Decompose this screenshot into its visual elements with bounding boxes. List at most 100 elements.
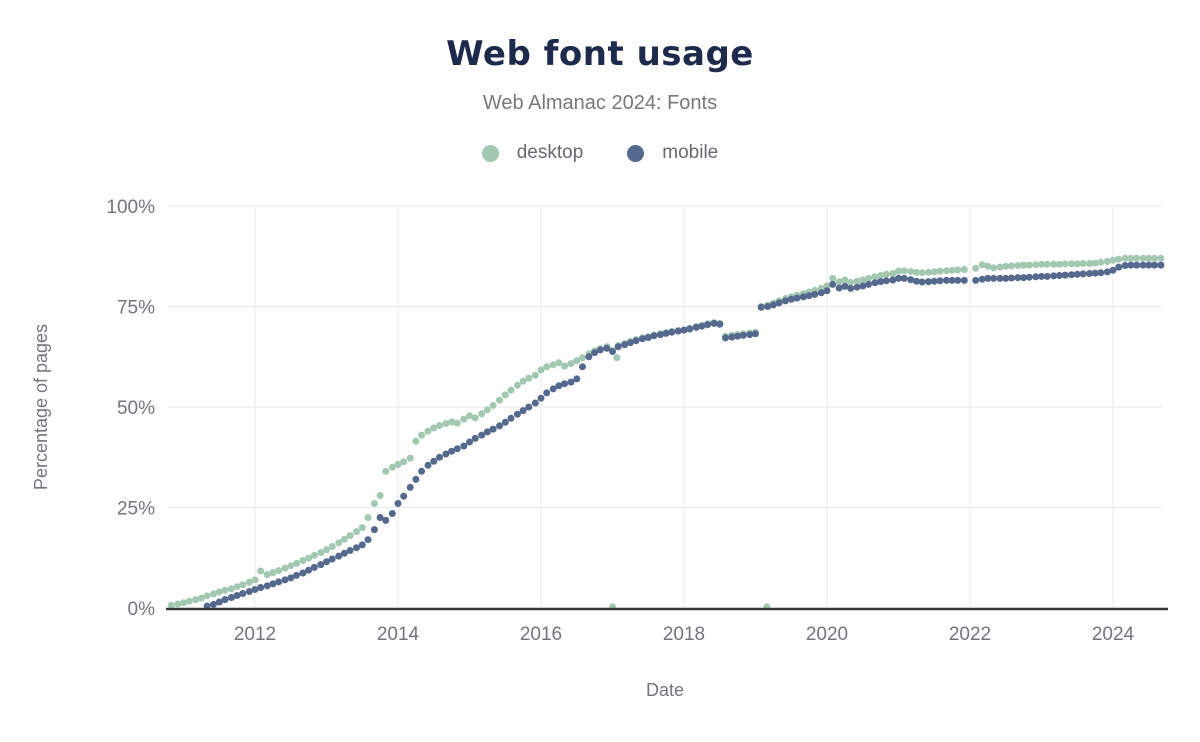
data-point-desktop xyxy=(1068,260,1075,268)
data-point-desktop xyxy=(835,278,843,286)
data-point-mobile xyxy=(233,592,241,599)
data-point-mobile xyxy=(936,277,944,285)
data-point-desktop xyxy=(287,562,295,570)
data-point-desktop xyxy=(1032,261,1040,269)
data-point-desktop xyxy=(1109,256,1117,264)
data-point-mobile xyxy=(436,453,443,461)
data-point-desktop xyxy=(489,401,497,409)
data-point-desktop xyxy=(263,571,271,579)
x-tick-label: 2012 xyxy=(234,624,276,645)
data-point-desktop xyxy=(353,528,360,536)
data-point-desktop xyxy=(215,588,223,596)
data-point-desktop xyxy=(537,366,545,374)
data-point-desktop xyxy=(930,268,938,276)
data-point-mobile xyxy=(281,576,289,584)
data-point-desktop xyxy=(1139,254,1147,262)
data-point-mobile xyxy=(1133,261,1141,269)
data-point-desktop xyxy=(1079,260,1087,267)
data-point-mobile xyxy=(728,333,736,341)
data-point-mobile xyxy=(698,322,706,330)
data-point-mobile xyxy=(567,378,575,386)
data-point-desktop xyxy=(573,357,581,365)
data-point-desktop xyxy=(340,535,348,543)
data-point-mobile xyxy=(394,500,402,507)
data-point-mobile xyxy=(358,541,366,549)
data-point-desktop xyxy=(1115,255,1123,263)
data-point-desktop xyxy=(865,274,872,282)
data-point-mobile xyxy=(793,294,801,302)
data-point-mobile xyxy=(835,284,843,292)
data-point-desktop xyxy=(501,391,509,399)
data-point-mobile xyxy=(1050,272,1058,280)
data-point-mobile xyxy=(227,594,235,601)
data-point-mobile xyxy=(823,287,831,295)
data-point-mobile xyxy=(889,276,897,284)
data-point-mobile xyxy=(293,571,300,579)
data-point-mobile xyxy=(215,598,223,606)
data-point-mobile xyxy=(674,327,682,335)
data-point-mobile xyxy=(632,337,640,345)
data-point-mobile xyxy=(328,555,336,563)
data-point-mobile xyxy=(471,434,479,442)
data-point-desktop xyxy=(210,590,217,598)
data-point-mobile xyxy=(596,346,604,354)
data-point-desktop xyxy=(203,592,211,600)
legend-label-desktop: desktop xyxy=(516,142,584,163)
data-point-mobile xyxy=(263,582,271,590)
data-point-desktop xyxy=(442,420,450,427)
data-point-mobile xyxy=(257,584,265,591)
data-point-mobile xyxy=(400,492,408,500)
data-point-desktop xyxy=(1103,258,1111,265)
data-point-mobile xyxy=(251,586,259,593)
data-point-mobile xyxy=(996,274,1004,282)
data-point-mobile xyxy=(1014,274,1022,282)
data-point-mobile xyxy=(918,278,926,286)
data-point-mobile xyxy=(668,328,676,336)
data-point-mobile xyxy=(877,278,885,286)
data-point-mobile xyxy=(579,363,586,371)
data-point-mobile xyxy=(317,561,325,569)
data-point-desktop xyxy=(233,583,241,591)
data-point-mobile xyxy=(787,295,795,303)
data-point-mobile xyxy=(900,274,908,282)
data-point-desktop xyxy=(882,270,890,278)
data-point-desktop xyxy=(990,264,998,272)
data-point-desktop xyxy=(853,277,861,285)
data-point-desktop xyxy=(841,276,849,284)
data-point-mobile xyxy=(1127,261,1135,269)
data-point-desktop xyxy=(1055,260,1063,268)
data-point-desktop xyxy=(370,500,378,507)
data-point-mobile xyxy=(990,274,998,282)
data-point-desktop xyxy=(954,266,962,274)
data-point-mobile xyxy=(239,590,247,597)
x-axis-title: Date xyxy=(646,680,684,700)
data-point-mobile xyxy=(269,580,277,588)
data-point-desktop xyxy=(364,514,372,521)
data-point-mobile xyxy=(871,279,879,287)
data-point-mobile xyxy=(841,282,849,290)
data-point-desktop xyxy=(912,268,920,276)
data-point-desktop xyxy=(984,262,992,270)
data-point-desktop xyxy=(1043,260,1051,268)
data-point-mobile xyxy=(912,277,920,285)
data-point-desktop xyxy=(1008,262,1015,270)
data-point-desktop xyxy=(1025,261,1033,269)
data-point-desktop xyxy=(1085,260,1093,267)
data-point-desktop xyxy=(871,273,879,281)
x-tick-label: 2014 xyxy=(377,624,420,645)
data-point-mobile xyxy=(769,301,777,309)
data-point-desktop xyxy=(579,354,586,362)
data-point-mobile xyxy=(376,514,384,521)
legend-label-mobile: mobile xyxy=(662,142,719,163)
data-point-desktop xyxy=(1020,261,1028,269)
data-point-desktop xyxy=(180,599,187,607)
data-point-desktop xyxy=(567,360,575,368)
data-point-mobile xyxy=(335,552,343,560)
data-point-desktop xyxy=(1050,260,1058,268)
data-point-desktop xyxy=(1091,259,1099,267)
data-point-desktop xyxy=(561,362,569,370)
data-point-mobile xyxy=(418,467,426,475)
data-point-desktop xyxy=(889,270,897,277)
data-point-desktop xyxy=(400,458,408,466)
data-point-desktop xyxy=(877,272,885,279)
